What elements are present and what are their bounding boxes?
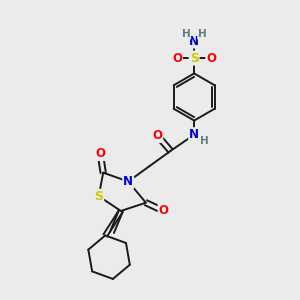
Text: N: N	[123, 175, 133, 188]
Text: H: H	[182, 29, 190, 39]
Text: S: S	[190, 52, 199, 64]
Text: O: O	[152, 129, 162, 142]
Text: S: S	[94, 190, 103, 203]
Text: H: H	[200, 136, 209, 146]
Text: H: H	[198, 29, 207, 39]
Text: O: O	[172, 52, 182, 64]
Text: N: N	[189, 34, 199, 48]
Text: O: O	[158, 205, 169, 218]
Text: N: N	[189, 128, 199, 141]
Text: O: O	[95, 147, 105, 160]
Text: O: O	[206, 52, 216, 64]
